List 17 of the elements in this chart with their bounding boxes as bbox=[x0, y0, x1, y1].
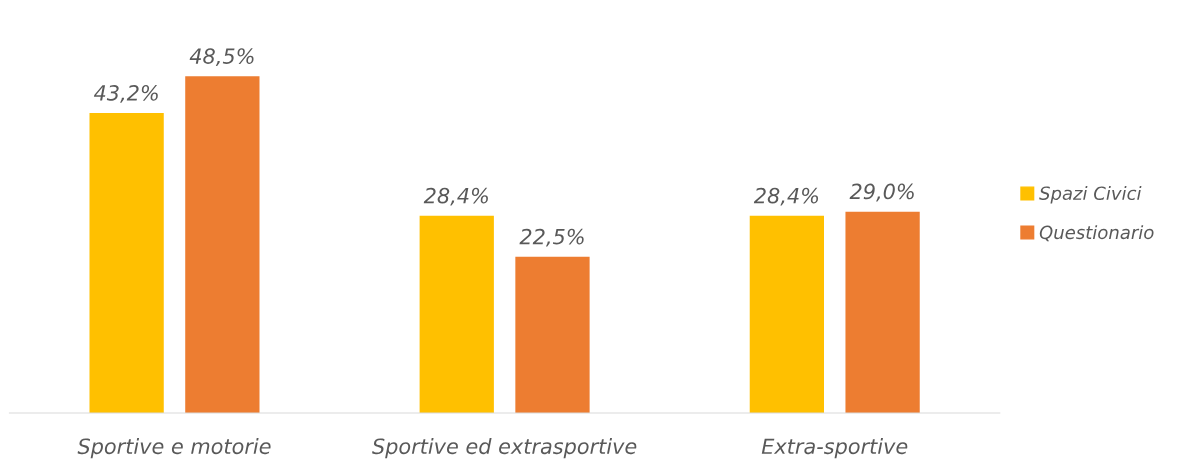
legend-label: Questionario bbox=[1039, 225, 1154, 242]
bar bbox=[515, 256, 590, 414]
data-label: 43,2% bbox=[93, 84, 158, 103]
data-label: 22,5% bbox=[519, 228, 584, 247]
data-label: 48,5% bbox=[189, 48, 254, 67]
data-label: 28,4% bbox=[753, 187, 819, 206]
legend-label: Spazi Civici bbox=[1039, 186, 1142, 204]
bar bbox=[89, 113, 164, 414]
x-tick-label: Sportive ed extrasportive bbox=[372, 438, 637, 459]
bar bbox=[185, 76, 260, 414]
bar bbox=[845, 211, 920, 414]
data-label: 29,0% bbox=[849, 183, 914, 202]
data-label: 28,4% bbox=[423, 187, 488, 206]
x-tick-label: Extra-sportive bbox=[761, 438, 908, 459]
x-tick-label: Sportive e motorie bbox=[77, 438, 271, 459]
bar bbox=[419, 215, 494, 414]
bar bbox=[749, 215, 824, 414]
